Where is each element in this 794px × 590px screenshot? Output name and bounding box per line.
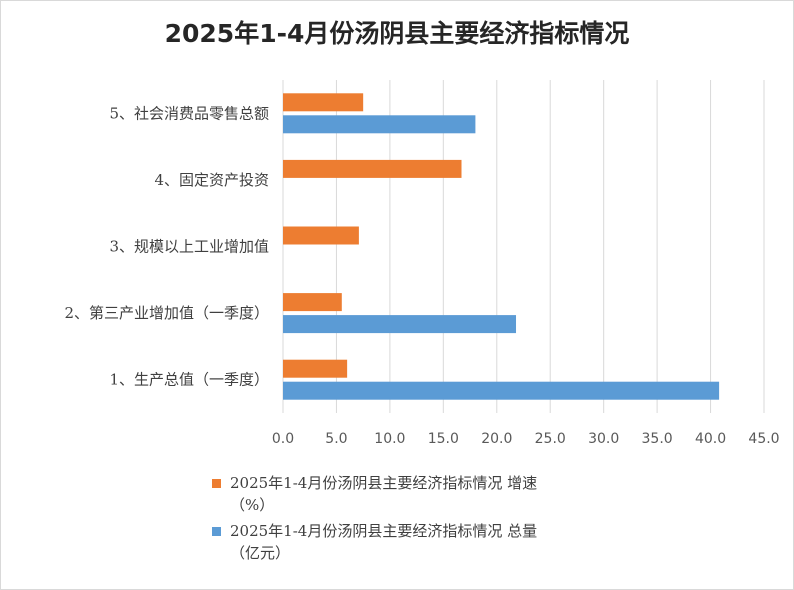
- x-tick-label: 5.0: [325, 431, 347, 447]
- x-tick-label: 40.0: [695, 431, 726, 447]
- x-tick-label: 10.0: [374, 431, 405, 447]
- legend-swatch: [212, 527, 221, 536]
- total-bar: [283, 315, 517, 334]
- x-tick-label: 25.0: [535, 431, 566, 447]
- x-tick-label: 30.0: [588, 431, 619, 447]
- x-tick-label: 0.0: [272, 431, 294, 447]
- category-label: 2、第三产业增加值（一季度）: [64, 304, 269, 322]
- category-label: 1、生产总值（一季度）: [109, 371, 269, 389]
- growth-rate-bar: [283, 226, 359, 245]
- x-tick-label: 20.0: [481, 431, 512, 447]
- legend-swatch: [212, 479, 221, 488]
- legend-label: 2025年1-4月份汤阴县主要经济指标情况 增速 （%）: [230, 474, 538, 514]
- x-tick-label: 15.0: [428, 431, 459, 447]
- x-tick-label: 35.0: [642, 431, 673, 447]
- chart-title: 2025年1-4月份汤阴县主要经济指标情况: [164, 19, 630, 48]
- x-tick-label: 45.0: [748, 431, 779, 447]
- growth-rate-bar: [283, 93, 364, 112]
- category-label: 3、规模以上工业增加值: [109, 238, 269, 256]
- legend-item: 2025年1-4月份汤阴县主要经济指标情况 增速 （%）: [212, 472, 632, 516]
- total-bar: [283, 381, 720, 400]
- growth-rate-bar: [283, 159, 462, 178]
- category-label: 4、固定资产投资: [154, 171, 269, 189]
- legend-label: 2025年1-4月份汤阴县主要经济指标情况 总量 （亿元）: [230, 522, 538, 562]
- growth-rate-bar: [283, 293, 342, 312]
- legend-item: 2025年1-4月份汤阴县主要经济指标情况 总量 （亿元）: [212, 520, 632, 564]
- chart-legend: 2025年1-4月份汤阴县主要经济指标情况 增速 （%） 2025年1-4月份汤阴…: [212, 472, 632, 568]
- growth-rate-bar: [283, 359, 348, 378]
- category-label: 5、社会消费品零售总额: [109, 104, 269, 122]
- total-bar: [283, 115, 476, 134]
